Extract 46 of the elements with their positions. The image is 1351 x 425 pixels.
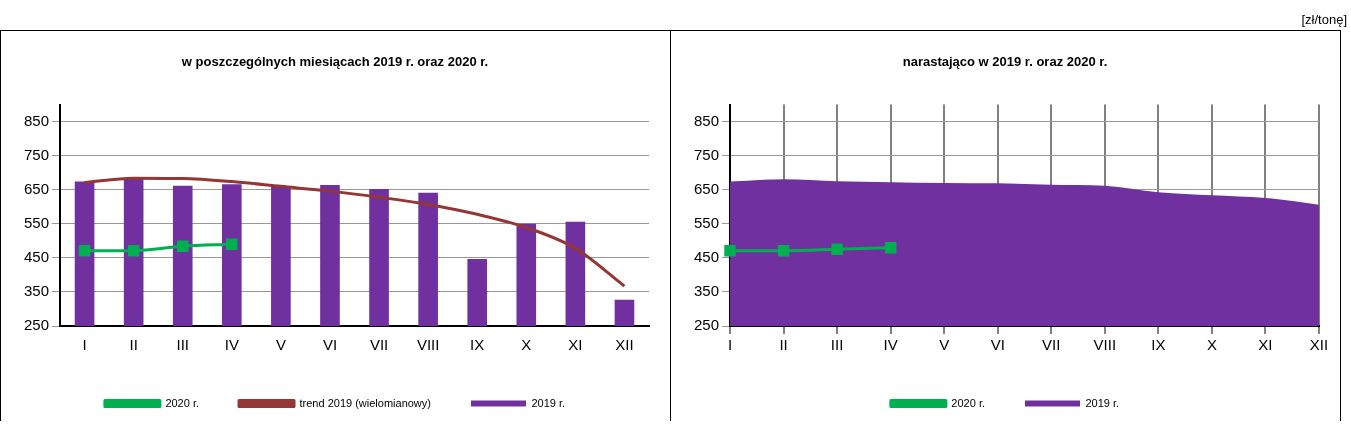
- x-tick-label: XI: [1258, 336, 1273, 354]
- x-tick-label: I: [727, 336, 733, 354]
- legend-label: 2020 r.: [951, 396, 985, 409]
- x-tick-label: IX: [1151, 336, 1166, 354]
- y-tick-label: 750: [694, 145, 720, 163]
- y-tick-label: 650: [24, 179, 50, 197]
- text: [zł/tonę]: [1301, 12, 1347, 27]
- y-tick-label: 850: [694, 111, 720, 129]
- x-tick-label: VI: [322, 336, 338, 354]
- x-tick-label: X: [521, 336, 532, 354]
- x-tick-label: XI: [568, 336, 583, 354]
- legend-label: trend 2019 (wielomianowy): [299, 396, 431, 409]
- x-tick-label: II: [129, 336, 138, 354]
- x-tick-label: V: [275, 336, 286, 354]
- x-tick-label: IV: [883, 336, 898, 354]
- y-tick-label: 350: [24, 282, 50, 300]
- x-tick-label: XII: [615, 336, 634, 354]
- x-tick-label: VIII: [1093, 336, 1117, 354]
- x-tick-label: VI: [990, 336, 1005, 354]
- x-tick-label: VII: [369, 336, 389, 354]
- x-tick-label: IV: [224, 336, 239, 354]
- x-tick-label: II: [779, 336, 788, 354]
- x-tick-label: V: [939, 336, 950, 354]
- x-tick-label: I: [82, 336, 87, 354]
- y-tick-label: 250: [694, 316, 720, 334]
- y-tick-label: 750: [24, 145, 50, 163]
- legend-label: 2020 r.: [165, 396, 200, 409]
- y-tick-label: 250: [24, 316, 50, 334]
- x-tick-label: IX: [470, 336, 485, 354]
- legend-label: 2019 r.: [1085, 396, 1120, 409]
- chart-title: w poszczególnych miesiącach 2019 r. oraz 2020 r.: [180, 54, 489, 70]
- y-tick-label: 550: [694, 213, 720, 231]
- y-tick-label: 350: [694, 282, 720, 300]
- y-tick-label: 450: [24, 248, 50, 266]
- x-tick-label: III: [176, 336, 189, 354]
- x-tick-label: III: [830, 336, 844, 354]
- chart-title: narastająco w 2019 r. oraz 2020 r.: [902, 54, 1108, 70]
- x-tick-label: VII: [1042, 336, 1061, 354]
- y-tick-label: 450: [694, 248, 720, 266]
- y-tick-label: 550: [24, 213, 50, 231]
- y-tick-label: 650: [694, 179, 720, 197]
- x-tick-label: VIII: [416, 336, 440, 354]
- x-tick-label: XII: [1309, 336, 1329, 354]
- x-tick-label: X: [1206, 336, 1217, 354]
- y-tick-label: 850: [24, 111, 50, 129]
- legend-label: 2019 r.: [531, 396, 566, 409]
